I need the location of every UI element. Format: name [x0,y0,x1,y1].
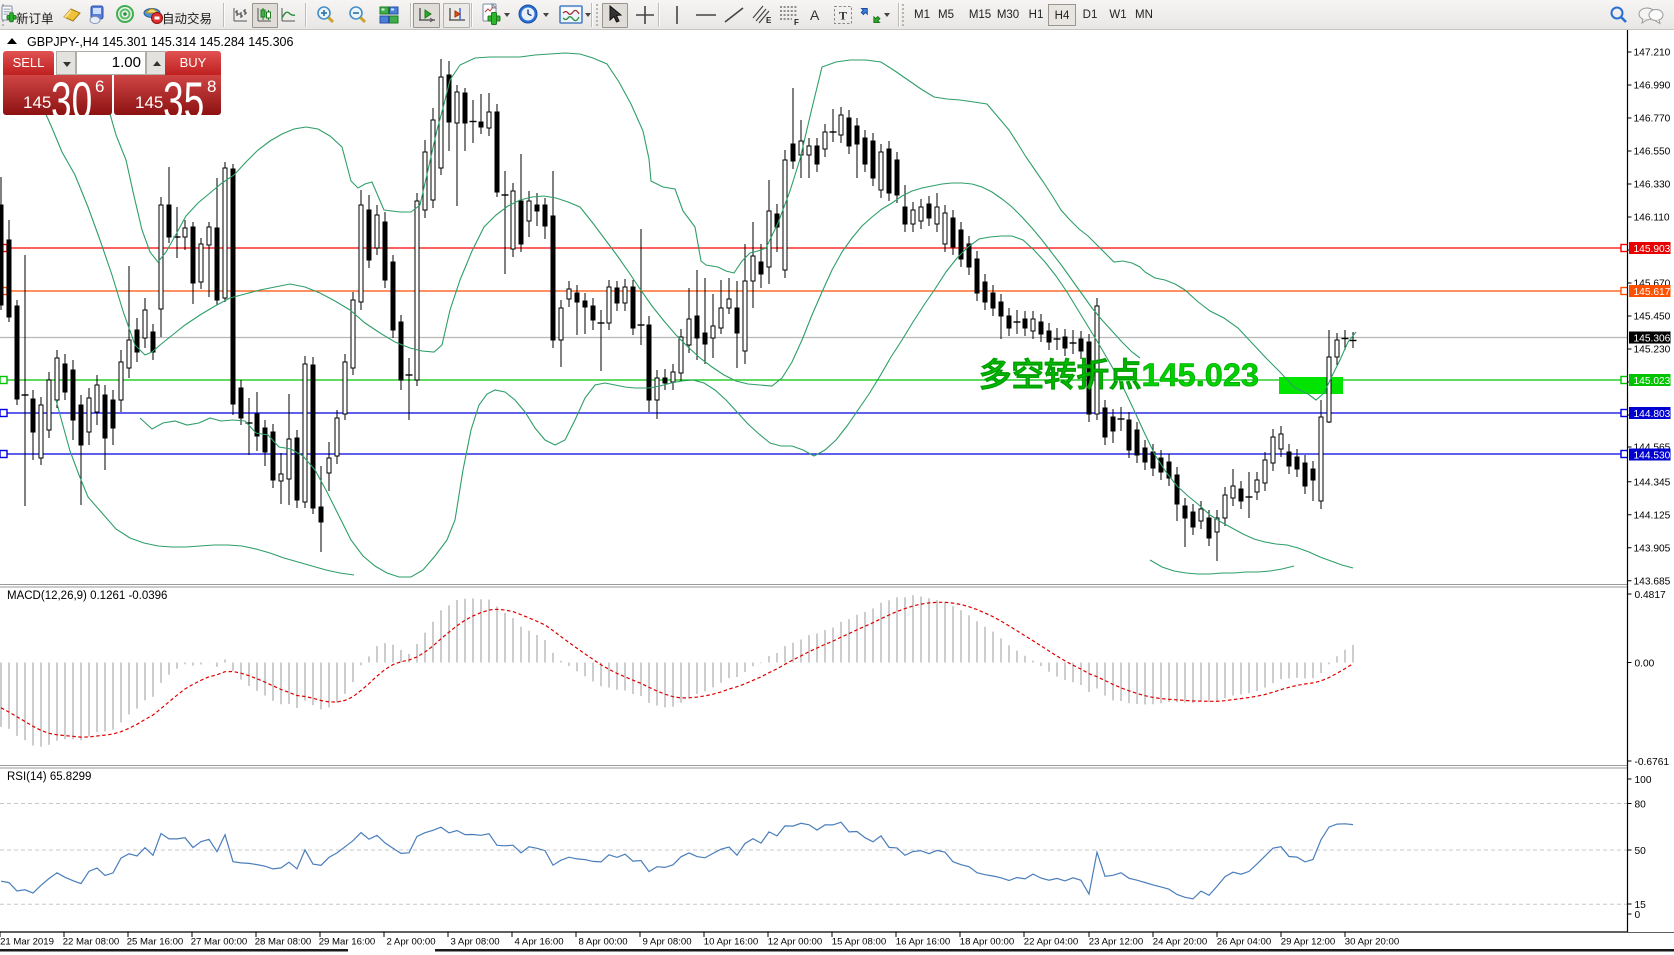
svg-text:0.4817: 0.4817 [1635,590,1666,601]
svg-text:18 Apr 00:00: 18 Apr 00:00 [960,937,1014,948]
svg-text:146.110: 146.110 [1634,213,1670,224]
svg-text:144.125: 144.125 [1634,510,1671,521]
svg-text:T: T [839,9,847,23]
svg-text:28 Mar 08:00: 28 Mar 08:00 [255,937,312,948]
svg-text:145.023: 145.023 [1634,376,1671,387]
svg-text:15: 15 [1635,900,1647,911]
svg-text:144.803: 144.803 [1634,409,1671,420]
svg-text:143.905: 143.905 [1634,543,1671,554]
svg-text:10 Apr 16:00: 10 Apr 16:00 [704,937,758,948]
svg-text:143.685: 143.685 [1634,576,1671,587]
svg-text:3 Apr 08:00: 3 Apr 08:00 [450,937,499,948]
svg-text:80: 80 [1635,800,1647,811]
svg-text:145.450: 145.450 [1634,312,1671,323]
svg-text:30 Apr 20:00: 30 Apr 20:00 [1345,937,1399,948]
svg-text:145.306: 145.306 [1634,333,1671,344]
svg-text:4 Apr 16:00: 4 Apr 16:00 [514,937,563,948]
svg-text:RSI(14) 65.8299: RSI(14) 65.8299 [7,771,91,783]
svg-text:145.617: 145.617 [1634,287,1671,298]
svg-text:E: E [766,16,772,25]
svg-text:GBPJPY-,H4 145.301 145.314 14: GBPJPY-,H4 145.301 145.314 145.284 145.3… [27,35,293,49]
svg-text:144.530: 144.530 [1634,450,1671,461]
svg-text:8 Apr 00:00: 8 Apr 00:00 [578,937,627,948]
svg-text:MACD(12,26,9) 0.1261 -0.0396: MACD(12,26,9) 0.1261 -0.0396 [7,590,167,602]
svg-text:2 Apr 00:00: 2 Apr 00:00 [386,937,435,948]
svg-text:146.550: 146.550 [1634,147,1671,158]
svg-text:22 Apr 04:00: 22 Apr 04:00 [1024,937,1078,948]
svg-text:145.230: 145.230 [1634,345,1671,356]
svg-text:144.565: 144.565 [1634,443,1671,454]
svg-text:26 Apr 04:00: 26 Apr 04:00 [1217,937,1271,948]
svg-text:147.210: 147.210 [1634,48,1671,59]
svg-text:-0.6761: -0.6761 [1635,757,1670,768]
svg-text:21 Mar 2019: 21 Mar 2019 [0,937,54,948]
svg-text:144.345: 144.345 [1634,477,1671,488]
svg-text:146.330: 146.330 [1634,180,1671,191]
svg-text:12 Apr 00:00: 12 Apr 00:00 [768,937,822,948]
svg-text:多空转折点145.023: 多空转折点145.023 [979,357,1259,393]
svg-text:0: 0 [1635,910,1641,921]
svg-text:100: 100 [1635,775,1652,786]
svg-text:50: 50 [1635,846,1647,857]
svg-text:15 Apr 08:00: 15 Apr 08:00 [832,937,886,948]
svg-text:27 Mar 00:00: 27 Mar 00:00 [191,937,248,948]
svg-text:146.770: 146.770 [1634,114,1671,125]
svg-text:F: F [794,18,799,26]
svg-text:9 Apr 08:00: 9 Apr 08:00 [642,937,691,948]
svg-text:16 Apr 16:00: 16 Apr 16:00 [896,937,950,948]
svg-text:0.00: 0.00 [1635,659,1655,670]
svg-text:29 Mar 16:00: 29 Mar 16:00 [319,937,376,948]
svg-text:23 Apr 12:00: 23 Apr 12:00 [1089,937,1143,948]
svg-text:22 Mar 08:00: 22 Mar 08:00 [63,937,120,948]
svg-text:146.990: 146.990 [1634,81,1671,92]
svg-text:145.670: 145.670 [1634,279,1671,290]
svg-text:25 Mar 16:00: 25 Mar 16:00 [127,937,184,948]
svg-text:29 Apr 12:00: 29 Apr 12:00 [1281,937,1335,948]
svg-text:24 Apr 20:00: 24 Apr 20:00 [1153,937,1207,948]
svg-text:145.903: 145.903 [1634,244,1671,255]
